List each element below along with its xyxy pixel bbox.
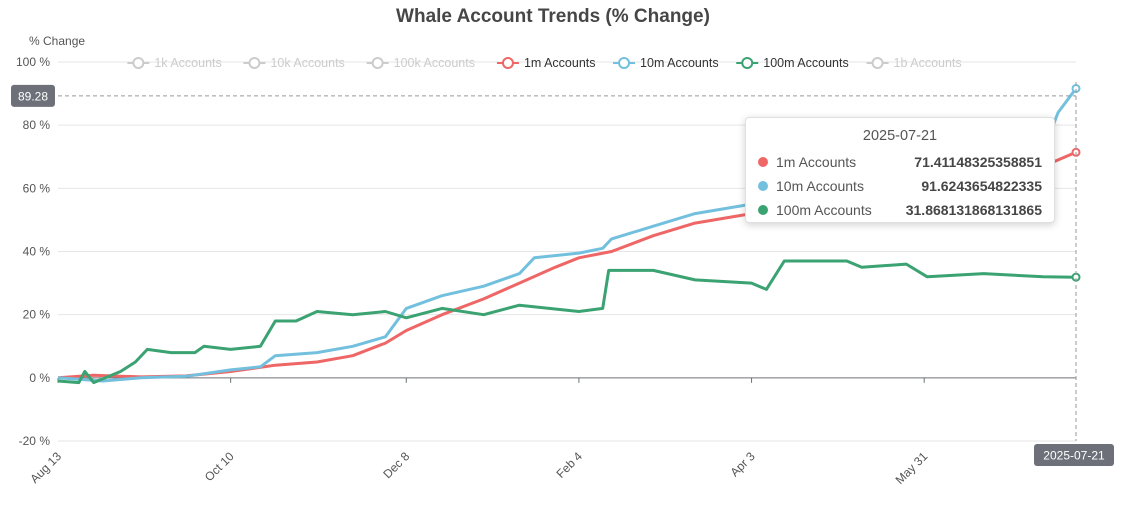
y-tick-label: -20 % bbox=[19, 434, 51, 448]
x-tick-label: Dec 8 bbox=[380, 449, 412, 481]
x-tick-label: May 31 bbox=[893, 449, 931, 487]
legend-circle-icon bbox=[618, 57, 631, 69]
tooltip-series-name: 10m Accounts bbox=[776, 178, 864, 194]
tooltip-series-value: 91.6243654822335 bbox=[921, 178, 1042, 194]
axis-pointer: 89.28 2025-07-21 bbox=[11, 82, 1114, 466]
legend-circle-icon bbox=[132, 57, 145, 69]
series-dot-icon bbox=[758, 157, 768, 167]
legend-label: 100m Accounts bbox=[763, 56, 848, 70]
tooltip-row: 10m Accounts 91.6243654822335 bbox=[758, 174, 1042, 198]
y-tick-label: 20 % bbox=[23, 308, 51, 322]
series-line bbox=[57, 259, 1077, 385]
series-dot-icon bbox=[758, 205, 768, 215]
legend-label: 1b Accounts bbox=[894, 56, 962, 70]
legend-circle-icon bbox=[371, 57, 384, 69]
legend-item[interactable]: 1k Accounts bbox=[127, 56, 222, 70]
grid bbox=[58, 61, 1076, 442]
y-tick-label: 80 % bbox=[23, 118, 51, 132]
x-tick-label: Oct 10 bbox=[202, 449, 237, 484]
legend-circle-icon bbox=[741, 57, 754, 69]
series-dot-icon bbox=[758, 181, 768, 191]
legend-item[interactable]: 100m Accounts bbox=[736, 56, 849, 70]
legend-item[interactable]: 1m Accounts bbox=[496, 56, 596, 70]
legend-circle-icon bbox=[248, 57, 261, 69]
x-tick-label: Feb 4 bbox=[553, 449, 585, 481]
x-tick-label: Aug 13 bbox=[27, 449, 64, 486]
legend-circle-icon bbox=[501, 57, 514, 69]
tooltip-series-value: 31.868131868131865 bbox=[905, 202, 1042, 218]
legend-label: 100k Accounts bbox=[394, 56, 475, 70]
legend-label: 1m Accounts bbox=[524, 56, 596, 70]
tooltip-series-name: 1m Accounts bbox=[776, 154, 857, 170]
y-tick-label: 100 % bbox=[16, 55, 50, 69]
x-tick-label: Apr 3 bbox=[727, 449, 757, 479]
legend-item[interactable]: 100k Accounts bbox=[366, 56, 475, 70]
y-tick-label: 40 % bbox=[23, 245, 51, 259]
tooltip-row: 1m Accounts 71.41148325358851 bbox=[758, 150, 1042, 174]
pointer-y-label: 89.28 bbox=[18, 89, 48, 103]
legend-circle-icon bbox=[871, 57, 884, 69]
tooltip-series-value: 71.41148325358851 bbox=[914, 154, 1042, 170]
y-tick-label: 60 % bbox=[23, 181, 51, 195]
pointer-y-badge bbox=[11, 84, 55, 107]
legend-label: 1k Accounts bbox=[154, 56, 221, 70]
legend: 1k Accounts 10k Accounts 100k Accounts 1m A… bbox=[127, 56, 962, 70]
legend-label: 10k Accounts bbox=[270, 56, 344, 70]
tooltip: 2025-07-21 1m Accounts 71.41148325358851… bbox=[745, 117, 1055, 223]
tooltip-row: 100m Accounts 31.868131868131865 bbox=[758, 198, 1042, 222]
y-axis-label: % Change bbox=[29, 34, 85, 48]
pointer-x-badge bbox=[1034, 444, 1114, 466]
legend-item[interactable]: 1b Accounts bbox=[866, 56, 962, 70]
y-tick-label: 0 % bbox=[29, 371, 50, 385]
legend-item[interactable]: 10m Accounts bbox=[613, 56, 719, 70]
tooltip-date: 2025-07-21 bbox=[862, 128, 938, 144]
legend-label: 10m Accounts bbox=[640, 56, 719, 70]
tooltip-series-name: 100m Accounts bbox=[776, 202, 872, 218]
pointer-x-label: 2025-07-21 bbox=[1043, 449, 1105, 463]
legend-item[interactable]: 10k Accounts bbox=[243, 56, 345, 70]
chart-title: Whale Account Trends (% Change) bbox=[396, 6, 710, 27]
